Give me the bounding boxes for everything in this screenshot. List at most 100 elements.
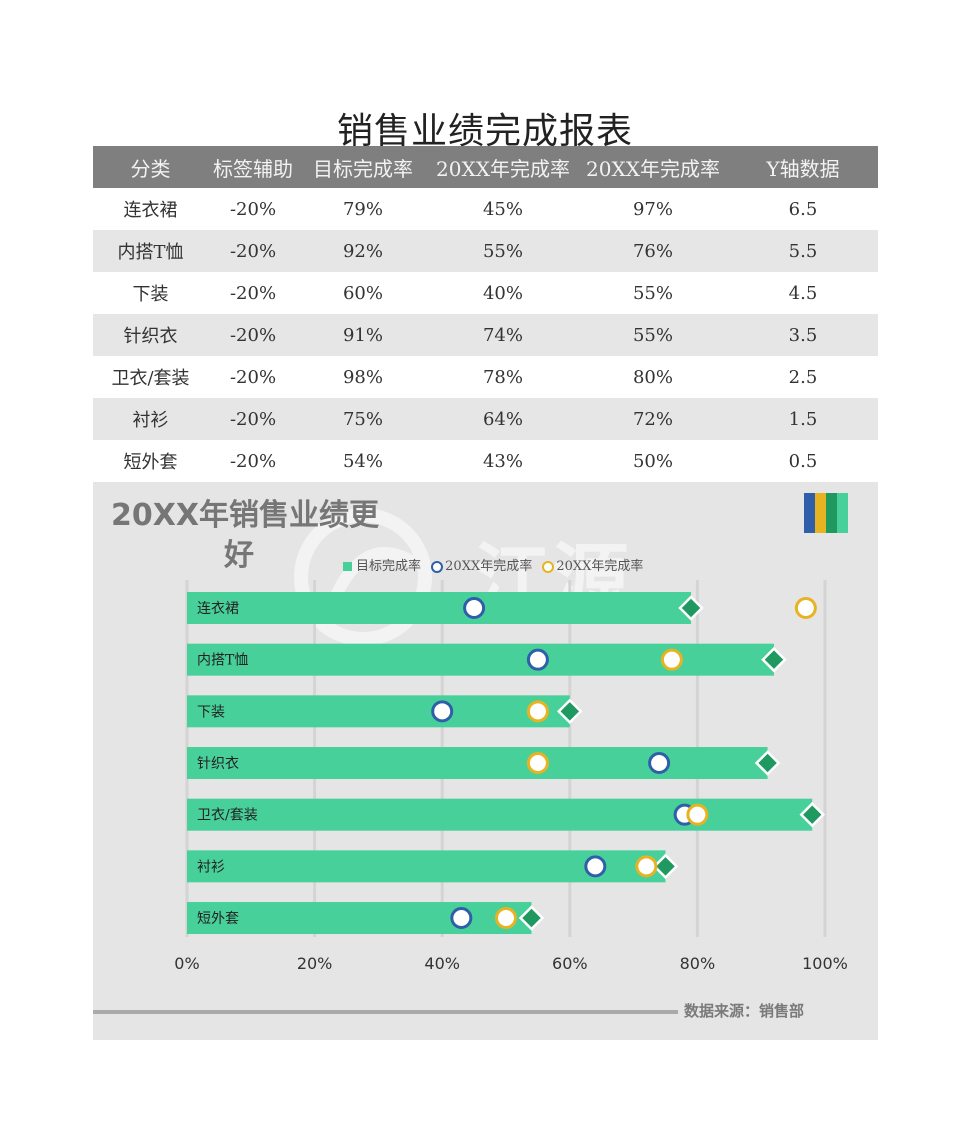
report-title: 销售业绩完成报表 — [336, 111, 633, 152]
yellow-circle-marker — [794, 597, 817, 619]
table-cell: 50% — [632, 450, 673, 472]
header-target-rate: 目标完成率 — [298, 146, 428, 188]
header-category: 分类 — [93, 146, 208, 188]
target-bar — [187, 902, 532, 935]
table-cell: 60% — [342, 282, 383, 304]
category-label: 短外套 — [197, 911, 239, 927]
table-cell: 卫衣/套装 — [111, 368, 190, 389]
category-label: 内搭T恤 — [197, 653, 248, 669]
table-cell: 92% — [298, 230, 428, 272]
table-cell: 91% — [298, 314, 428, 356]
table-row: 针织衣 -20% 91% 74% 55% 3.5 — [93, 314, 878, 356]
table-cell: 4.5 — [788, 282, 818, 304]
table-cell: 1.5 — [728, 398, 878, 440]
blue-circle-marker — [450, 907, 473, 930]
target-diamond-marker — [652, 853, 679, 880]
chart-title-line1: 20XX年销售业绩更 — [111, 498, 380, 533]
legend-yellow: 20XX年完成率 — [542, 555, 643, 574]
category-label: 衬衫 — [197, 859, 225, 875]
table-cell: 6.5 — [788, 198, 818, 220]
brand-bar-mint — [837, 493, 848, 533]
table-cell: 针织衣 — [93, 314, 208, 356]
blue-circle-marker — [431, 700, 454, 723]
chart-panel: 江源 20XX年销售业绩更 好 目标完成率 20XX年完成率 20XX年完成率 … — [93, 482, 878, 1040]
x-tick-label: 100% — [802, 954, 848, 973]
table-cell: 5.5 — [728, 230, 878, 272]
legend-blue: 20XX年完成率 — [431, 555, 532, 574]
table-cell: 43% — [482, 450, 523, 472]
table-cell: 74% — [428, 314, 578, 356]
header-year-rate-2: 20XX年完成率 — [578, 146, 728, 188]
target-diamond-marker — [557, 698, 583, 725]
table-row: 内搭T恤 -20% 92% 55% 76% 5.5 — [93, 230, 878, 272]
category-label: 针织衣 — [197, 756, 239, 772]
table-cell: -20% — [229, 198, 277, 220]
target-bar — [187, 695, 570, 728]
x-tick-label: 60% — [552, 954, 588, 973]
target-diamond-marker — [799, 801, 826, 828]
table-cell: 0.5 — [788, 450, 818, 472]
table-cell: 内搭T恤 — [93, 230, 208, 272]
target-diamond-marker — [754, 750, 781, 776]
blue-circle-marker — [584, 855, 607, 878]
table-cell: 2.5 — [788, 366, 818, 388]
table-row: 下装 -20% 60% 40% 55% 4.5 — [93, 272, 878, 314]
table-cell: -20% — [229, 450, 277, 472]
table-cell: 54% — [342, 450, 383, 472]
table-cell: 97% — [632, 198, 673, 220]
table-header-row: 分类 标签辅助 目标完成率 20XX年完成率 20XX年完成率 Y轴数据 — [93, 146, 878, 188]
header-y-axis: Y轴数据 — [728, 146, 878, 188]
legend-target: 目标完成率 — [343, 555, 421, 574]
table-cell: 64% — [428, 398, 578, 440]
data-source: 数据来源：销售部 — [684, 1002, 805, 1020]
blue-circle-marker — [648, 752, 671, 775]
target-bar — [187, 643, 774, 676]
category-label: 连衣裙 — [197, 601, 239, 617]
table-row: 短外套 -20% 54% 43% 50% 0.5 — [93, 440, 878, 482]
table-cell: 75% — [298, 398, 428, 440]
table-cell: 55% — [578, 314, 728, 356]
data-table: 分类 标签辅助 目标完成率 20XX年完成率 20XX年完成率 Y轴数据 连衣裙… — [93, 146, 878, 482]
yellow-circle-marker — [660, 648, 683, 671]
table-cell: 98% — [342, 366, 383, 388]
table-cell: 72% — [578, 398, 728, 440]
x-tick-label: 40% — [424, 954, 460, 973]
brand-color-bars — [804, 493, 849, 533]
table-cell: 45% — [482, 198, 523, 220]
target-bar — [187, 798, 813, 831]
header-label-helper: 标签辅助 — [208, 146, 298, 188]
table-row: 连衣裙 -20% 79% 45% 97% 6.5 — [93, 188, 878, 230]
table-cell: 衬衫 — [93, 398, 208, 440]
yellow-circle-marker — [686, 803, 709, 826]
table-cell: 55% — [632, 282, 673, 304]
yellow-circle-marker — [495, 907, 517, 930]
target-bar — [187, 747, 768, 780]
table-cell: 40% — [482, 282, 523, 304]
chart-title-line2: 好 — [224, 538, 254, 573]
target-bar — [187, 592, 692, 624]
table-cell: -20% — [208, 398, 298, 440]
target-diamond-marker — [678, 595, 704, 621]
x-tick-label: 80% — [680, 954, 716, 973]
category-label: 卫衣/套装 — [197, 808, 258, 824]
category-label: 下装 — [197, 704, 225, 720]
table-cell: -20% — [229, 366, 277, 388]
table-row: 卫衣/套装 -20% 98% 78% 80% 2.5 — [93, 356, 878, 398]
table-cell: 80% — [632, 366, 673, 388]
brand-bar-yellow — [815, 493, 826, 533]
brand-bar-blue — [804, 493, 815, 533]
table-cell: 79% — [342, 198, 383, 220]
table-cell: 78% — [482, 366, 523, 388]
table-cell: -20% — [229, 282, 277, 304]
table-row: 衬衫 -20% 75% 64% 72% 1.5 — [93, 398, 878, 440]
chart-title: 20XX年销售业绩更 好 — [111, 496, 379, 576]
x-tick-label: 0% — [174, 954, 199, 973]
target-diamond-marker — [518, 905, 545, 931]
blue-circle-marker — [526, 648, 549, 671]
table-cell: 连衣裙 — [123, 200, 178, 221]
blue-circle-marker — [463, 597, 486, 619]
yellow-circle-marker — [526, 700, 549, 723]
table-cell: 下装 — [132, 284, 169, 305]
x-tick-label: 20% — [297, 954, 333, 973]
table-cell: 3.5 — [728, 314, 878, 356]
